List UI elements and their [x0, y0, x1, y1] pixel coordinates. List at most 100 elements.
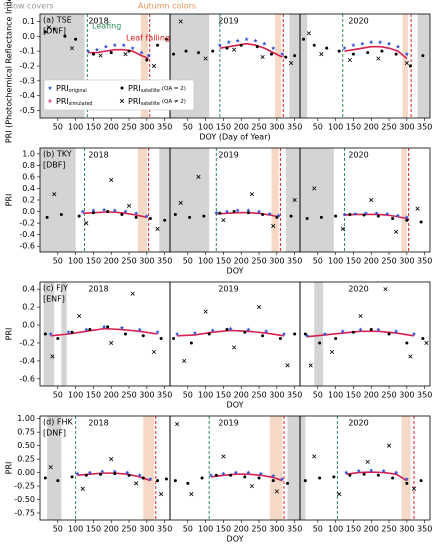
x-tick-label: 350: [157, 391, 172, 400]
point: [342, 212, 347, 217]
point: [421, 336, 425, 340]
snow-span: [289, 14, 300, 118]
y-tick-label: 0.2: [22, 303, 35, 312]
point: [221, 454, 226, 459]
simulated-line: [177, 329, 285, 337]
x-tick-label: 150: [346, 525, 361, 534]
point: [99, 472, 103, 476]
x-tick-label: 250: [121, 123, 136, 132]
point: [184, 49, 188, 53]
point: [261, 334, 265, 338]
legend-marker: [47, 98, 53, 104]
point: [106, 325, 110, 329]
point: [286, 481, 290, 485]
x-tick-label: 250: [251, 123, 266, 132]
y-tick-label: -0.5: [19, 106, 35, 115]
point: [351, 330, 355, 334]
panel-label: (c) FJY: [43, 284, 68, 293]
point: [134, 211, 139, 216]
x-tick-label: 350: [287, 525, 302, 534]
point: [84, 221, 89, 226]
point: [100, 469, 105, 474]
point: [224, 209, 230, 214]
point: [155, 226, 160, 231]
point: [70, 330, 74, 334]
point: [229, 473, 233, 477]
y-tick-label: -0.4: [19, 230, 35, 239]
point: [235, 208, 240, 213]
point: [380, 49, 384, 53]
x-tick-label: 150: [86, 391, 101, 400]
point: [70, 475, 74, 479]
point: [178, 19, 183, 24]
point: [347, 57, 352, 63]
autumn-span: [269, 416, 283, 520]
x-tick-label: 50: [53, 391, 63, 400]
simulated-line: [344, 45, 408, 60]
point: [80, 486, 85, 491]
x-tick-label: 100: [68, 257, 83, 266]
x-tick-label: 100: [198, 525, 213, 534]
point: [123, 209, 128, 214]
y-tick-label: -0.4: [19, 356, 35, 365]
snow-span: [287, 416, 300, 520]
legend-marker: [47, 85, 53, 90]
y-tick-label: -0.4: [19, 91, 35, 100]
y-tick-label: 0.0: [22, 207, 35, 216]
x-tick-label: 200: [234, 123, 249, 132]
x-axis-label: DOY: [227, 535, 244, 544]
point: [369, 197, 374, 203]
point: [394, 329, 399, 334]
point: [48, 465, 53, 470]
point: [218, 211, 222, 215]
x-tick-label: 200: [234, 257, 249, 266]
legend-marker: [120, 86, 124, 90]
year-label: 2018: [88, 419, 108, 428]
year-label: 2020: [348, 17, 368, 26]
x-tick-label: 200: [364, 257, 379, 266]
x-tick-label: 350: [417, 123, 432, 132]
y-tick-label: -0.25: [14, 482, 35, 491]
point: [80, 209, 85, 214]
x-tick-label: 200: [234, 391, 249, 400]
point: [217, 43, 222, 47]
point: [303, 479, 307, 483]
point: [244, 37, 249, 42]
year-label: 2019: [218, 151, 238, 160]
point: [232, 345, 237, 350]
x-tick-label: 300: [139, 391, 154, 400]
point: [378, 40, 383, 45]
y-tick-label: 1.00: [17, 414, 35, 423]
plot-area: [40, 148, 410, 252]
point: [381, 468, 386, 473]
autumn-span: [401, 416, 411, 520]
x-tick-label: 300: [269, 525, 284, 534]
point: [271, 223, 276, 229]
x-tick-label: 150: [216, 525, 231, 534]
legend-name: PRI: [56, 97, 69, 106]
point: [214, 210, 219, 215]
legend-name: PRI: [56, 84, 69, 93]
point: [404, 215, 409, 220]
x-tick-label: 250: [121, 525, 136, 534]
y-tick-label: 0.0: [22, 32, 35, 41]
x-tick-label: 50: [183, 391, 193, 400]
y-tick-label: 0.50: [17, 441, 35, 450]
x-axis-label: DOY: [227, 401, 244, 410]
year-label: 2018: [88, 17, 108, 26]
point: [319, 52, 324, 57]
point: [225, 328, 229, 332]
point: [112, 469, 117, 474]
point: [235, 38, 240, 43]
point: [85, 48, 91, 53]
point: [91, 208, 96, 213]
x-tick-label: 50: [53, 123, 63, 132]
point: [337, 49, 341, 53]
point: [376, 214, 380, 218]
y-tick-label: -0.2: [19, 219, 35, 228]
x-tick-label: 100: [68, 525, 83, 534]
point: [275, 215, 279, 219]
point: [232, 47, 237, 52]
y-tick-label: 0.00: [17, 468, 35, 477]
point: [173, 479, 177, 483]
